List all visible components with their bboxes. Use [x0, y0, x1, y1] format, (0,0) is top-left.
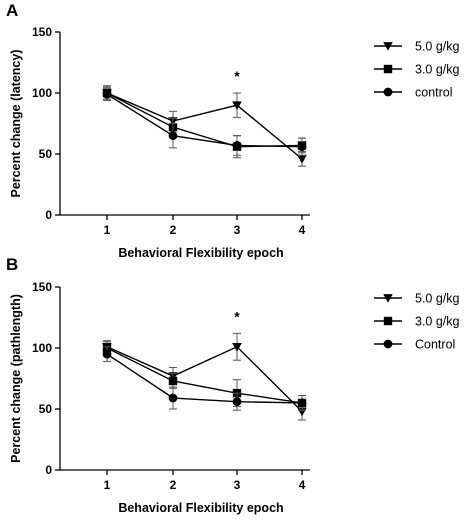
y-tick-label: 100	[32, 341, 52, 355]
x-tick-label: 1	[104, 478, 111, 492]
legend-label: control	[415, 86, 453, 100]
legend-label: 3.0 g/kg	[415, 63, 460, 77]
data-point	[232, 141, 242, 150]
series-line	[106, 345, 303, 412]
panel-a: A 0 50 100 150 1 2 3 4 Behavioral Flexibility epo…	[6, 1, 460, 260]
series-circle	[102, 87, 307, 156]
legend-item: control	[374, 86, 453, 100]
y-tick-label: 0	[45, 463, 52, 477]
y-tick-label: 150	[32, 280, 52, 294]
legend-marker	[383, 42, 393, 51]
data-point	[102, 89, 112, 99]
series-line	[106, 92, 303, 148]
series-triangle-down	[102, 332, 307, 421]
x-tick-label: 3	[234, 223, 241, 237]
x-tick-label: 4	[299, 478, 306, 492]
series-line	[106, 347, 303, 404]
legend-marker	[383, 87, 393, 97]
legend-item: 3.0 g/kg	[374, 63, 460, 77]
legend-item: 3.0 g/kg	[374, 315, 460, 329]
y-tick-label: 50	[39, 147, 53, 161]
panel-letter: A	[6, 1, 18, 20]
legend-marker	[383, 339, 393, 349]
y-tick-label: 150	[32, 25, 52, 39]
series-line	[106, 92, 303, 160]
x-tick-label: 2	[170, 223, 177, 237]
y-axis-title: Percent change (latency)	[9, 50, 23, 198]
legend-label: 5.0 g/kg	[415, 40, 460, 54]
significance-asterisk: *	[234, 68, 240, 84]
series-square	[102, 86, 307, 159]
data-point	[168, 376, 178, 386]
data-point	[232, 397, 242, 407]
x-axis-title: Behavioral Flexibility epoch	[118, 246, 283, 260]
legend-item: 5.0 g/kg	[374, 40, 460, 54]
panel-letter: B	[6, 255, 18, 274]
x-tick-label: 1	[104, 223, 111, 237]
legend-marker	[383, 64, 393, 74]
series-line	[106, 353, 303, 404]
significance-asterisk: *	[234, 308, 240, 324]
series-triangle-down	[102, 85, 307, 167]
data-point	[168, 393, 178, 403]
data-point	[232, 101, 242, 110]
data-point	[297, 142, 307, 152]
x-tick-label: 2	[170, 478, 177, 492]
data-point	[232, 342, 242, 352]
data-point	[168, 131, 178, 141]
legend-label: Control	[415, 338, 455, 352]
legend-label: 3.0 g/kg	[415, 315, 460, 329]
data-point	[297, 155, 307, 164]
y-tick-label: 100	[32, 86, 52, 100]
legend-marker	[383, 316, 393, 326]
y-axis-title: Percent change (pathlength)	[9, 294, 23, 463]
legend-label: 5.0 g/kg	[415, 292, 460, 306]
legend-item: 5.0 g/kg	[374, 292, 460, 306]
x-tick-label: 4	[299, 223, 306, 237]
x-tick-label: 3	[234, 478, 241, 492]
data-point	[102, 349, 112, 359]
y-tick-label: 0	[45, 208, 52, 222]
series-circle	[102, 346, 307, 411]
legend-item: Control	[374, 338, 455, 352]
x-axis-title: Behavioral Flexibility epoch	[118, 501, 283, 515]
data-point	[297, 398, 307, 408]
y-tick-label: 50	[39, 402, 53, 416]
series-line	[106, 93, 303, 148]
legend-marker	[383, 294, 393, 303]
panel-b: B 0 50 100 150 1 2 3 4 Behavioral Flexibility epo…	[6, 255, 460, 515]
